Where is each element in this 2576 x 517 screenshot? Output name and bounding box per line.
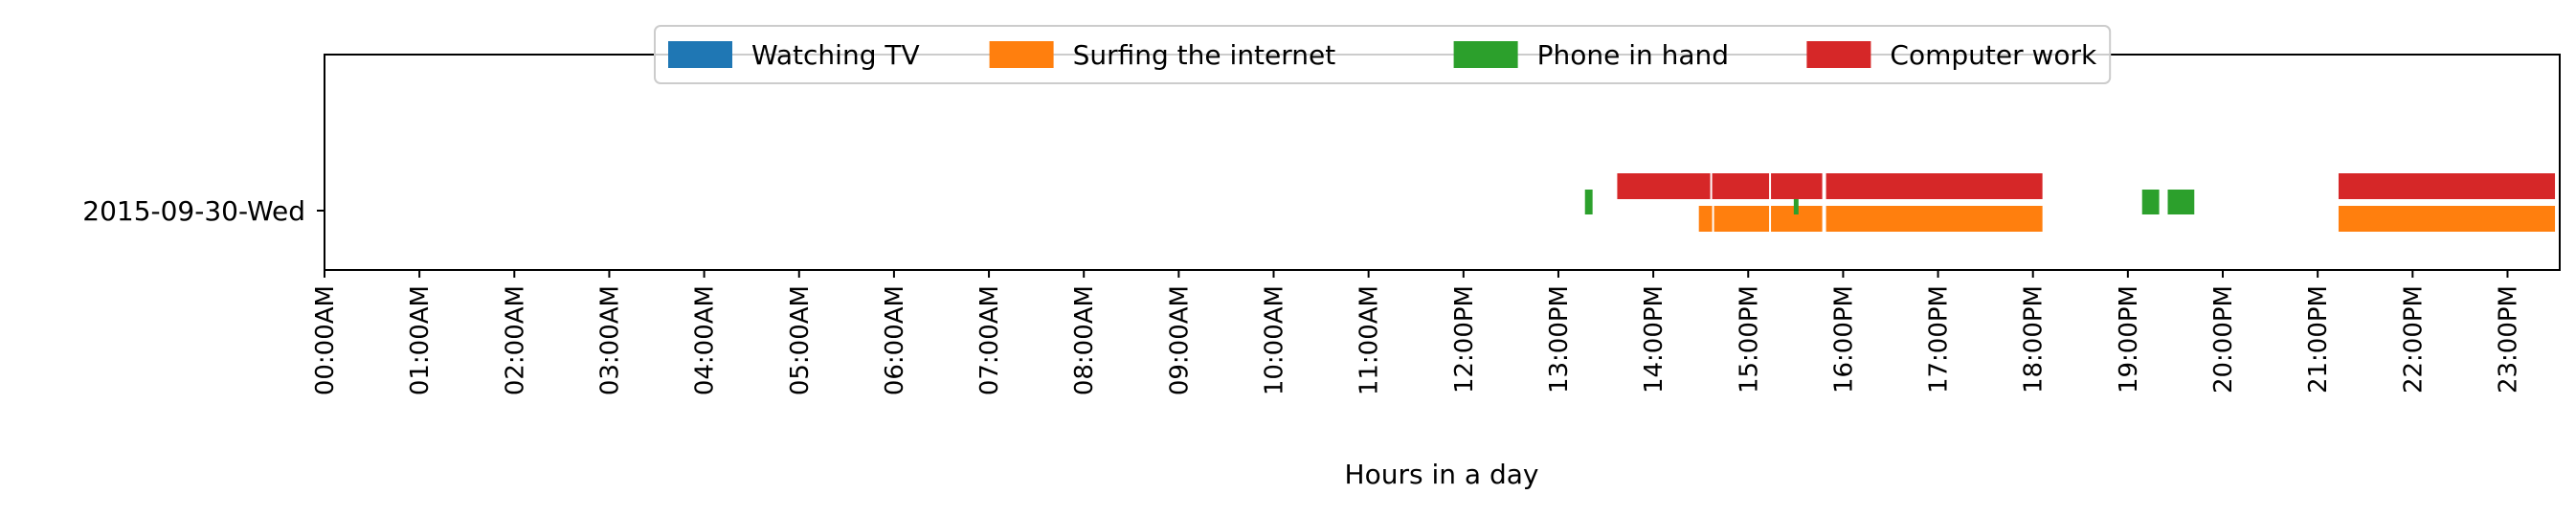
legend-label: Phone in hand <box>1537 39 1729 71</box>
interval-bar <box>1617 173 1711 199</box>
legend-label: Computer work <box>1890 39 2097 71</box>
interval-bars <box>1584 173 2556 232</box>
x-tick-label: 20:00PM <box>2209 285 2238 393</box>
interval-bar <box>1826 173 2043 199</box>
x-tick-label: 00:00AM <box>311 285 340 395</box>
x-tick-label: 10:00AM <box>1261 285 1289 395</box>
interval-bar <box>2338 206 2556 232</box>
x-tick-label: 14:00PM <box>1640 285 1669 393</box>
x-tick-label: 12:00PM <box>1450 285 1479 393</box>
x-tick-label: 17:00PM <box>1925 285 1954 393</box>
interval-bar <box>2338 173 2556 199</box>
x-tick-label: 16:00PM <box>1829 285 1858 393</box>
interval-bar <box>1712 173 1770 199</box>
x-tick-label: 19:00PM <box>2115 285 2143 393</box>
x-tick-label: 03:00AM <box>595 285 624 395</box>
interval-bar <box>1771 173 1823 199</box>
x-tick-label: 05:00AM <box>786 285 815 395</box>
interval-bar <box>1698 206 1713 232</box>
legend-swatch <box>989 41 1054 68</box>
x-tick-label: 22:00PM <box>2399 285 2428 393</box>
legend-label: Surfing the internet <box>1073 39 1336 71</box>
x-tick-label: 06:00AM <box>881 285 909 395</box>
x-tick-label: 01:00AM <box>406 285 435 395</box>
x-axis-label: Hours in a day <box>1345 459 1539 490</box>
interval-bar <box>1714 206 1770 232</box>
x-tick-label: 08:00AM <box>1070 285 1099 395</box>
interval-bar <box>2167 190 2195 214</box>
x-tick-label: 04:00AM <box>691 285 720 395</box>
legend-swatch <box>668 41 732 68</box>
x-tick-label: 15:00PM <box>1735 285 1763 393</box>
x-tick-label: 21:00PM <box>2304 285 2333 393</box>
interval-bar <box>2141 190 2160 214</box>
interval-bar <box>1826 206 2043 232</box>
x-axis: 00:00AM 01:00AM 02:00AM 03:00AM 04:00AM 05:00… <box>311 270 2522 395</box>
legend-label: Watching TV <box>751 39 920 71</box>
x-tick-label: 09:00AM <box>1165 285 1194 395</box>
x-tick-label: 18:00PM <box>2020 285 2049 393</box>
plot-area <box>325 55 2560 270</box>
y-axis: 2015-09-30-Wed <box>82 195 325 227</box>
legend-swatch <box>1806 41 1871 68</box>
x-tick-label: 07:00AM <box>975 285 1004 395</box>
interval-bar <box>1793 190 1799 214</box>
legend-box <box>654 25 2112 84</box>
legend: Watching TV Surfing the internet Phone in … <box>654 25 2112 84</box>
interval-bar <box>1584 190 1593 214</box>
legend-swatch <box>1453 41 1518 68</box>
x-tick-label: 02:00AM <box>501 285 529 395</box>
x-tick-label: 23:00PM <box>2494 285 2522 393</box>
x-tick-label: 13:00PM <box>1545 285 1574 393</box>
x-tick-label: 11:00AM <box>1355 285 1384 395</box>
y-tick-label: 2015-09-30-Wed <box>82 195 305 227</box>
